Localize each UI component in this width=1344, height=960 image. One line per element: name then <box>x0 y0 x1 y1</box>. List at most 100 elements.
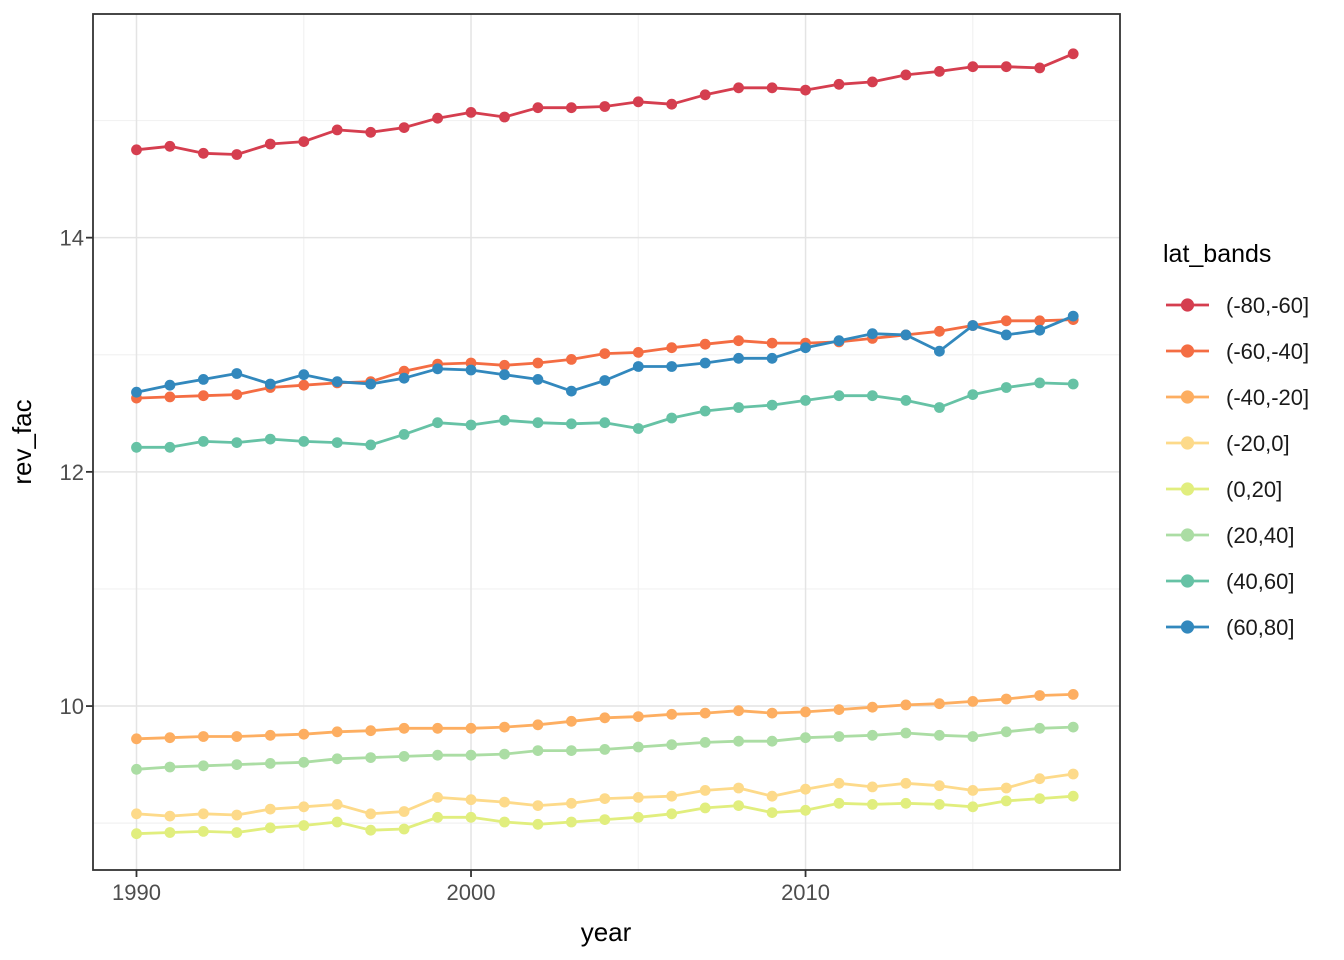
grid-major <box>93 14 1120 870</box>
series-60-80-point-1998 <box>398 372 410 384</box>
series-0-20-point-2009 <box>766 807 778 818</box>
legend-title: lat_bands <box>1163 240 1271 268</box>
series-40-60-point-1999 <box>432 417 443 429</box>
series-neg40-neg20-point-2013 <box>900 699 912 711</box>
series-0-20-point-2008 <box>733 800 744 811</box>
series-0-20-point-1993 <box>231 827 243 838</box>
series-0-20-point-2017 <box>1034 793 1046 804</box>
series-0-20-point-1994 <box>264 822 276 834</box>
series-20-40-point-1999 <box>432 749 443 761</box>
series-20-40-point-2015 <box>967 731 979 742</box>
series-0-20-point-2001 <box>499 816 510 828</box>
series-60-80-point-2017 <box>1034 324 1046 336</box>
legend-label-60-80: (60,80] <box>1226 615 1295 640</box>
series-0-20-point-2007 <box>699 802 711 814</box>
series-neg40-neg20-point-2012 <box>867 701 878 713</box>
series-40-60-point-2014 <box>934 402 945 413</box>
legend-label-20-40: (20,40] <box>1226 523 1295 548</box>
series-60-80-point-2005 <box>632 361 644 372</box>
series-40-60-point-2003 <box>566 418 577 430</box>
series-neg80-neg60-point-2006 <box>666 98 678 110</box>
series-neg80-neg60-point-2014 <box>934 66 945 77</box>
series-neg40-neg20-point-2010 <box>800 706 811 718</box>
series-40-60-point-2012 <box>867 390 878 402</box>
series-0-20-point-2010 <box>800 804 811 816</box>
legend-entry-60-80: (60,80] <box>1166 615 1295 640</box>
series-60-80-point-2016 <box>1000 329 1012 341</box>
series-neg20-0 <box>131 768 1079 822</box>
series-60-80-point-2001 <box>499 369 510 381</box>
series-neg80-neg60-point-2003 <box>566 102 577 114</box>
series-neg20-0-point-2014 <box>934 780 945 792</box>
series-neg40-neg20-point-1997 <box>365 725 377 737</box>
series-neg40-neg20-point-2008 <box>733 705 744 717</box>
series-neg80-neg60-point-2004 <box>599 101 611 112</box>
series-40-60-point-2016 <box>1000 382 1012 393</box>
series-neg80-neg60-point-2012 <box>867 76 878 88</box>
series-0-20-point-1997 <box>365 824 377 836</box>
panel-border <box>92 13 1121 871</box>
series-20-40-point-1996 <box>331 753 343 765</box>
series-neg20-0-point-2009 <box>766 790 778 802</box>
y-tick-label-12: 12 <box>60 460 84 485</box>
series-60-80-point-2008 <box>733 352 744 364</box>
series-neg80-neg60-point-1991 <box>164 140 176 152</box>
y-tick-label-14: 14 <box>60 226 84 251</box>
series-neg40-neg20-point-1992 <box>198 731 209 742</box>
series-neg80-neg60-point-2011 <box>833 78 845 90</box>
series-neg20-0-point-2002 <box>532 800 544 811</box>
series-neg80-neg60 <box>131 48 1079 160</box>
series-neg20-0-point-1990 <box>131 808 142 820</box>
legend-key-dot-0-20 <box>1180 482 1195 496</box>
series-0-20-point-1990 <box>131 828 142 840</box>
series-40-60-point-2015 <box>967 389 979 400</box>
x-tick-label-1990: 1990 <box>112 880 161 905</box>
series-neg40-neg20-point-2017 <box>1034 690 1046 701</box>
series-40-60-point-1993 <box>231 437 243 448</box>
series-40-60-point-2011 <box>833 390 845 402</box>
legend-key-dot-60-80 <box>1180 620 1195 634</box>
series-neg80-neg60-point-1992 <box>198 147 209 159</box>
series-40-60-point-2007 <box>699 405 711 417</box>
x-tick-label-2010: 2010 <box>781 880 830 905</box>
legend-key-dot-neg80-neg60 <box>1180 298 1195 312</box>
series-60-80-point-2009 <box>766 352 778 364</box>
series-60-80-point-2007 <box>699 357 711 369</box>
series-40-60-point-1995 <box>298 436 310 447</box>
series-neg20-0-point-1996 <box>331 799 343 810</box>
series-neg60-neg40-point-2008 <box>733 335 744 347</box>
series-0-20-point-1995 <box>298 820 310 831</box>
series-20-40-point-2014 <box>934 729 945 741</box>
series-neg20-0-point-1992 <box>198 808 209 820</box>
legend-label-40-60: (40,60] <box>1226 569 1295 594</box>
series-neg80-neg60-point-1996 <box>331 124 343 136</box>
series-neg80-neg60-point-2005 <box>632 96 644 108</box>
series-60-80-point-1991 <box>164 379 176 391</box>
series-60-80-point-2002 <box>532 374 544 385</box>
series-neg80-neg60-point-2000 <box>465 107 477 118</box>
series-0-20-point-2005 <box>632 811 644 823</box>
series-60-80-point-1999 <box>432 363 443 375</box>
series-0-20-point-2002 <box>532 818 544 830</box>
series-neg80-neg60-point-2002 <box>532 102 544 114</box>
series-60-80-point-2012 <box>867 328 878 340</box>
legend-key-dot-neg60-neg40 <box>1180 344 1195 358</box>
series-neg80-neg60-point-1993 <box>231 149 243 160</box>
series-neg60-neg40-point-2016 <box>1000 315 1012 327</box>
series-20-40-point-2000 <box>465 749 477 761</box>
series-20-40-point-2004 <box>599 744 611 755</box>
legend-label-0-20: (0,20] <box>1226 477 1282 502</box>
y-tick-label-10: 10 <box>60 694 84 719</box>
series-neg40-neg20-point-2016 <box>1000 693 1012 705</box>
series-neg80-neg60-point-2016 <box>1000 61 1012 73</box>
series-neg40-neg20-point-2014 <box>934 698 945 710</box>
series-60-80-point-1993 <box>231 368 243 379</box>
series-neg20-0-point-2008 <box>733 782 744 794</box>
series-60-80-point-1996 <box>331 376 343 388</box>
series-0-20-point-2011 <box>833 797 845 809</box>
series-neg20-0-point-1993 <box>231 809 243 821</box>
series-neg20-0-point-2004 <box>599 793 611 804</box>
series-neg20-0-point-1991 <box>164 810 176 822</box>
series-20-40-point-2018 <box>1067 721 1079 733</box>
